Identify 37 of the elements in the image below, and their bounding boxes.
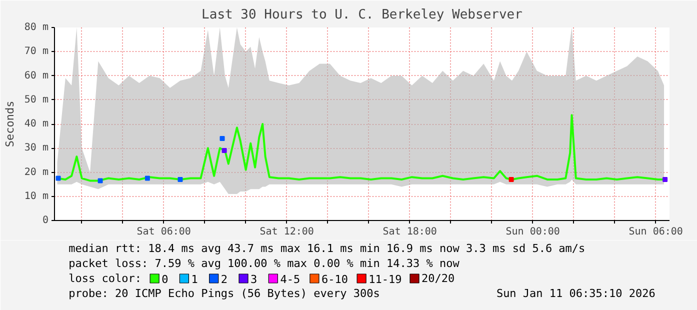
legend-label: 6-10 xyxy=(322,273,348,286)
y-tick-label: 10 m xyxy=(24,190,49,202)
text: Sun Jan 11 06:35:10 2026 xyxy=(496,287,656,300)
x-tick-label: Sat 12:00 xyxy=(260,226,314,238)
text: median rtt: 18.4 ms avg 43.7 ms max 16.1 ms min 16.9 ms now 3.3 ms sd 5.6 am/s xyxy=(68,242,586,255)
legend-label: 4-5 xyxy=(280,273,300,286)
x-tick-label: Sat 06:00 xyxy=(136,226,191,238)
point xyxy=(662,176,668,182)
x-tick-label: Sun 00:00 xyxy=(506,226,560,238)
legend-label: 20/20 xyxy=(422,272,455,285)
point xyxy=(508,176,514,182)
legend-label: 0 xyxy=(162,273,168,286)
y-axis-title: Seconds xyxy=(3,100,16,148)
y-tick-label: 20 m xyxy=(24,166,49,178)
y-tick-label: 50 m xyxy=(24,94,49,106)
y-tick-label: 30 m xyxy=(24,142,49,154)
x-tick-label: Sat 18:00 xyxy=(382,226,437,238)
point xyxy=(178,176,183,182)
legend-label: 3 xyxy=(250,273,258,286)
legend-label: 2 xyxy=(220,273,228,286)
point xyxy=(220,136,225,141)
point xyxy=(98,178,103,184)
legend-label: 1 xyxy=(191,273,198,286)
legend-title: loss color: xyxy=(68,272,142,285)
point xyxy=(144,176,150,181)
y-tick-label: 70 m xyxy=(24,46,49,58)
point xyxy=(56,176,61,181)
chart-title: Last 30 Hours to U. C. Berkeley Webserver xyxy=(202,8,523,22)
y-tick-label: 40 m xyxy=(24,118,49,130)
y-tick-label: 0 xyxy=(42,215,49,226)
y-tick-label: 80 m xyxy=(24,22,49,33)
x-tick-label: Sun 06:00 xyxy=(628,226,683,238)
y-tick-label: 60 m xyxy=(24,70,49,82)
point xyxy=(222,148,227,154)
legend-label: 11-19 xyxy=(368,273,402,286)
text: probe: 20 ICMP Echo Pings (56 Bytes) every 300s xyxy=(68,287,380,300)
text: packet loss: 7.59 % avg 100.00 % max 0.00 % min 14.33 % now xyxy=(68,257,460,270)
